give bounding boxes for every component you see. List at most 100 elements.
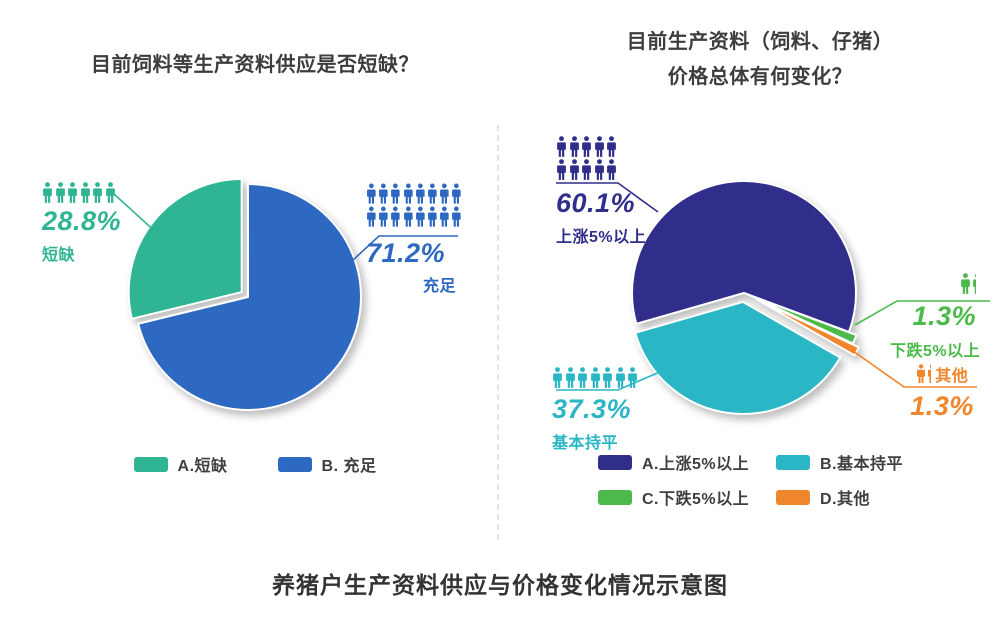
legend-swatch-fall [598, 489, 632, 505]
person-icon [55, 182, 66, 204]
person-icon [366, 183, 377, 205]
person-icon [581, 159, 592, 181]
right-chart-title-line1: 目前生产资料（饲料、仔猪） [626, 31, 894, 53]
person-icon [80, 182, 91, 204]
legend-item-shortage: A.短缺 [133, 452, 228, 476]
sufficient-percentage: 71.2% [366, 238, 446, 268]
person-icon [594, 159, 605, 181]
person-icon [577, 367, 588, 389]
person-icon [627, 367, 638, 389]
pie-slice-上涨5%以上 [631, 180, 857, 333]
fall-percentage: 1.3% [912, 301, 976, 331]
callout-rise: 60.1% 上涨5%以上 [556, 136, 686, 247]
legend-item-fall: C.下跌5%以上 [598, 485, 776, 509]
person-icon [427, 183, 438, 205]
person-icon [960, 273, 971, 295]
pie-slice-基本持平 [634, 300, 842, 415]
shortage-label: 短缺 [42, 246, 76, 264]
legend-swatch-flat [776, 454, 810, 470]
people-icons-rise-row1 [556, 136, 686, 158]
shortage-percentage: 28.8% [42, 206, 122, 236]
legend-item-sufficient: B. 充足 [277, 452, 377, 476]
person-icon [390, 206, 401, 228]
person-icon [378, 183, 389, 205]
main-caption: 养猪户生产资料供应与价格变化情况示意图 [272, 572, 728, 598]
other-label: 其他 [935, 368, 969, 385]
legend-swatch-sufficient [277, 456, 312, 472]
person-icon [927, 364, 931, 384]
callout-flat: 37.3% 基本持平 [552, 367, 682, 453]
person-icon [590, 367, 601, 389]
person-icon [403, 206, 414, 228]
person-icon [439, 183, 450, 205]
people-icons-flat [552, 367, 682, 389]
person-icon [42, 182, 53, 204]
legend-label-shortage: A.短缺 [177, 458, 228, 475]
person-icon [606, 136, 617, 158]
flat-percentage: 37.3% [552, 394, 632, 424]
person-icon [916, 364, 926, 384]
person-icon [390, 183, 401, 205]
person-icon [569, 136, 580, 158]
fall-label: 下跌5%以上 [890, 342, 981, 360]
supply-pie-chart [127, 178, 362, 411]
person-icon [602, 367, 613, 389]
rise-label: 上涨5%以上 [556, 228, 647, 246]
other-percentage: 1.3% [910, 391, 974, 421]
callout-sufficient: 71.2% 充足 [366, 183, 462, 296]
legend-label-fall: C.下跌5%以上 [642, 491, 750, 508]
rise-percentage: 60.1% [556, 188, 636, 218]
people-icons-other [916, 364, 932, 384]
person-icon [594, 136, 605, 158]
person-icon [67, 182, 78, 204]
person-icon [615, 367, 626, 389]
person-icon [427, 206, 438, 228]
people-icons-shortage [42, 182, 162, 204]
right-chart-title: 目前生产资料（饲料、仔猪） 价格总体有何变化？ [545, 25, 975, 95]
person-partial-icon [972, 273, 976, 295]
person-icon [556, 159, 567, 181]
legend-swatch-rise [598, 454, 632, 470]
right-chart-title-line2: 价格总体有何变化？ [667, 66, 853, 88]
person-icon [451, 183, 462, 205]
person-icon [105, 182, 116, 204]
pie-slice-充足 [137, 183, 362, 411]
person-icon [378, 206, 389, 228]
person-partial-icon [927, 364, 931, 384]
legend-label-rise: A.上涨5%以上 [642, 456, 750, 473]
left-chart-title: 目前饲料等生产资料供应是否短缺？ [91, 54, 419, 76]
person-icon [569, 159, 580, 181]
person-icon [972, 273, 976, 295]
callout-other: 其他 1.3% [902, 362, 982, 422]
person-icon [451, 206, 462, 228]
panel-divider [497, 125, 499, 540]
legend-swatch-other [776, 489, 810, 505]
people-icons-fall [890, 273, 988, 295]
sufficient-label: 充足 [422, 277, 456, 295]
right-legend: A.上涨5%以上 B.基本持平 C.下跌5%以上 D.其他 [598, 450, 928, 509]
legend-label-flat: B.基本持平 [820, 456, 904, 473]
legend-item-rise: A.上涨5%以上 [598, 450, 776, 474]
legend-label-sufficient: B. 充足 [321, 458, 377, 475]
flat-label: 基本持平 [552, 434, 619, 452]
legend-item-other: D.其他 [776, 485, 928, 509]
person-icon [92, 182, 103, 204]
person-icon [415, 206, 426, 228]
person-icon [565, 367, 576, 389]
legend-item-flat: B.基本持平 [776, 450, 928, 474]
person-icon [403, 183, 414, 205]
person-icon [366, 206, 377, 228]
person-icon [415, 183, 426, 205]
person-icon [581, 136, 592, 158]
left-legend: A.短缺 B. 充足 [40, 452, 470, 476]
people-icons-sufficient-row1 [366, 183, 462, 205]
person-icon [606, 159, 617, 181]
legend-swatch-shortage [133, 456, 168, 472]
callout-fall: 1.3% 下跌5%以上 [890, 273, 988, 361]
people-icons-sufficient-row2 [366, 206, 462, 228]
people-icons-rise-row2 [556, 159, 686, 181]
person-icon [439, 206, 450, 228]
person-icon [552, 367, 563, 389]
legend-label-other: D.其他 [820, 491, 871, 508]
